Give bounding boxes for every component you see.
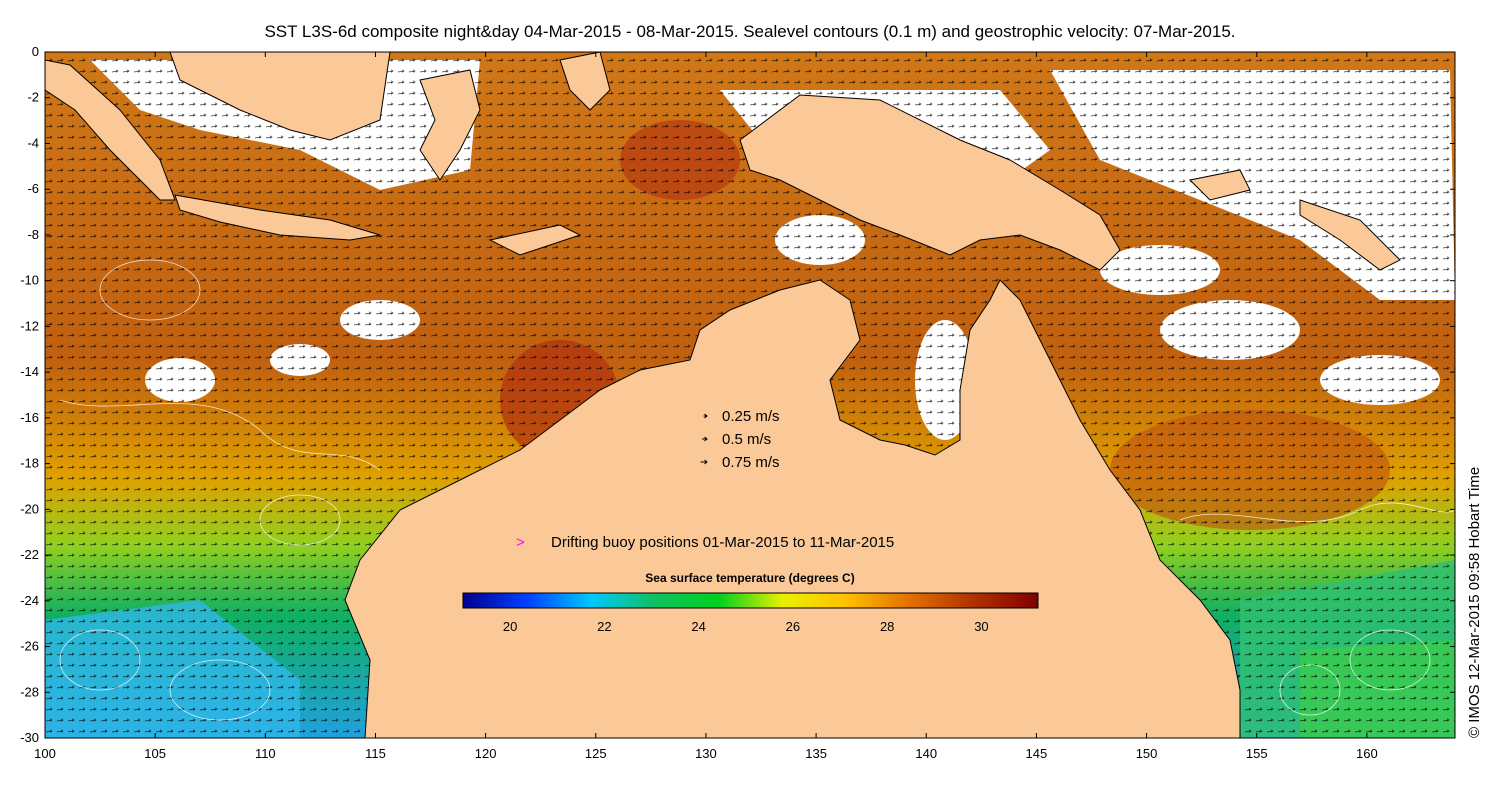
colorbar-tick-label: 26 — [786, 619, 800, 634]
land — [45, 52, 1401, 738]
velocity-legend-arrow — [702, 436, 708, 442]
australia — [344, 279, 1241, 738]
x-tick-label: 150 — [1136, 746, 1158, 761]
x-axis: 100 105 110 115 120 125 130 135 140 145 150 155 160 — [34, 52, 1378, 761]
x-tick-label: 145 — [1026, 746, 1048, 761]
y-tick-label: -20 — [20, 501, 39, 516]
sulawesi — [419, 69, 481, 181]
x-tick-label: 135 — [805, 746, 827, 761]
x-tick-label: 115 — [365, 746, 386, 761]
velocity-legend-arrow — [703, 413, 708, 419]
colorbar-ticks: 20 22 24 26 28 30 — [503, 619, 989, 634]
y-tick-label: -14 — [20, 364, 39, 379]
colorbar: Sea surface temperature (degrees C) 20 22… — [462, 571, 1039, 634]
colorbar-tick-label: 22 — [597, 619, 611, 634]
buoy-symbol: > — [516, 534, 525, 551]
credit-text: © IMOS 12-Mar-2015 09:58 Hobart Time — [1466, 466, 1483, 738]
y-tick-label: -10 — [20, 273, 39, 288]
plot-frame — [44, 51, 1456, 739]
buoy-legend: > Drifting buoy positions 01-Mar-2015 to… — [516, 534, 894, 551]
y-tick-label: -22 — [20, 547, 39, 562]
colorbar-tick-label: 30 — [974, 619, 988, 634]
y-tick-label: 0 — [32, 44, 39, 59]
sealevel-contours — [59, 259, 1455, 721]
y-tick-label: -8 — [27, 227, 39, 242]
velocity-legend: 0.25 m/s 0.5 m/s 0.75 m/s — [700, 408, 780, 471]
y-tick-label: -6 — [27, 181, 39, 196]
borneo — [169, 52, 391, 141]
velocity-legend-label: 0.5 m/s — [722, 431, 771, 448]
velocity-legend-arrow — [700, 459, 708, 465]
new-britain — [1188, 169, 1251, 201]
java — [174, 194, 381, 241]
velocity-legend-label: 0.75 m/s — [722, 454, 780, 471]
colorbar-tick-label: 24 — [691, 619, 705, 634]
y-tick-label: -12 — [20, 318, 39, 333]
x-tick-label: 155 — [1246, 746, 1268, 761]
x-tick-label: 160 — [1356, 746, 1378, 761]
colorbar-gradient — [462, 592, 1039, 609]
y-tick-label: -4 — [27, 135, 39, 150]
x-tick-label: 105 — [144, 746, 166, 761]
y-axis: 0 -2 -4 -6 -8 -10 -12 -14 -16 -18 -20 -22 -24 -26 -28 -… — [20, 44, 1455, 745]
y-tick-label: -2 — [27, 90, 39, 105]
map-title: SST L3S-6d composite night&day 04-Mar-20… — [264, 22, 1236, 41]
map-area — [45, 52, 1455, 738]
y-tick-label: -24 — [20, 593, 39, 608]
colorbar-title: Sea surface temperature (degrees C) — [645, 571, 854, 585]
buoy-legend-label: Drifting buoy positions 01-Mar-2015 to 1… — [551, 534, 894, 551]
velocity-legend-label: 0.25 m/s — [722, 408, 780, 425]
y-tick-label: -28 — [20, 684, 39, 699]
x-tick-label: 110 — [255, 746, 276, 761]
halmahera — [559, 52, 611, 111]
x-tick-label: 130 — [695, 746, 717, 761]
x-tick-label: 140 — [915, 746, 937, 761]
y-tick-label: -18 — [20, 456, 39, 471]
x-tick-label: 125 — [585, 746, 607, 761]
x-tick-label: 120 — [475, 746, 497, 761]
y-tick-label: -16 — [20, 410, 39, 425]
colorbar-tick-label: 20 — [503, 619, 517, 634]
new-guinea — [739, 94, 1121, 271]
y-tick-label: -26 — [20, 639, 39, 654]
colorbar-tick-label: 28 — [880, 619, 894, 634]
x-tick-label: 100 — [34, 746, 56, 761]
y-tick-label: -30 — [20, 730, 39, 745]
solomon-islands — [1299, 199, 1401, 271]
sumatra — [45, 59, 176, 201]
timor — [488, 224, 582, 256]
